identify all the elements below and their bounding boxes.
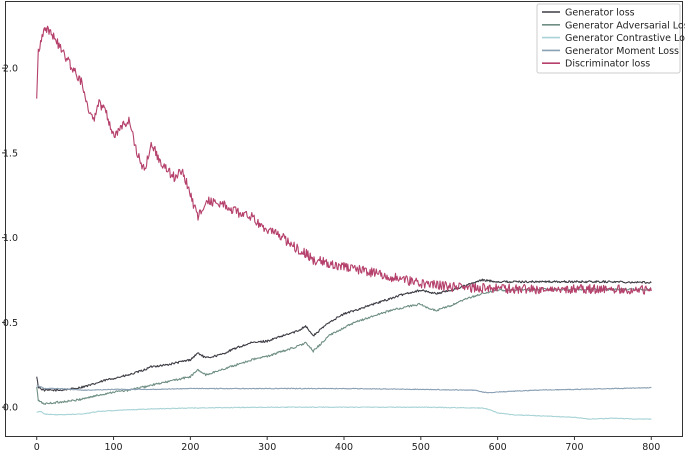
series-line-4 xyxy=(36,25,652,295)
legend-label: Generator loss xyxy=(565,8,635,19)
legend-label: Discriminator loss xyxy=(565,59,650,70)
legend-label: Generator Contrastive Loss xyxy=(565,33,685,44)
y-tick-label: 1.0 xyxy=(3,233,18,244)
x-tick-label: 0 xyxy=(34,442,40,451)
x-tick-label: 200 xyxy=(181,442,199,451)
x-tick-label: 600 xyxy=(489,442,507,451)
legend-label: Generator Adversarial Loss xyxy=(565,20,685,31)
series-line-3 xyxy=(36,384,652,394)
x-axis: 0 100 200 300 400 500 600 700 800 xyxy=(34,436,660,451)
x-tick-label: 400 xyxy=(335,442,353,451)
x-tick-label: 700 xyxy=(565,442,583,451)
y-tick-label: 1.5 xyxy=(3,148,18,159)
y-tick-label: 2.0 xyxy=(3,64,18,75)
x-tick-label: 800 xyxy=(642,442,660,451)
x-tick-label: 100 xyxy=(104,442,122,451)
x-tick-label: 500 xyxy=(412,442,430,451)
series-line-2 xyxy=(36,406,652,420)
legend-label: Generator Moment Loss xyxy=(565,46,679,57)
y-tick-label: 0.5 xyxy=(3,318,18,329)
legend-box xyxy=(536,3,681,74)
series-line-1 xyxy=(36,287,652,405)
plot-lines xyxy=(36,25,652,420)
x-tick-label: 300 xyxy=(258,442,276,451)
y-tick-label: 0.0 xyxy=(3,403,18,414)
series-line-0 xyxy=(36,278,652,392)
y-axis: 0.0 0.5 1.0 1.5 2.0 xyxy=(2,64,18,414)
